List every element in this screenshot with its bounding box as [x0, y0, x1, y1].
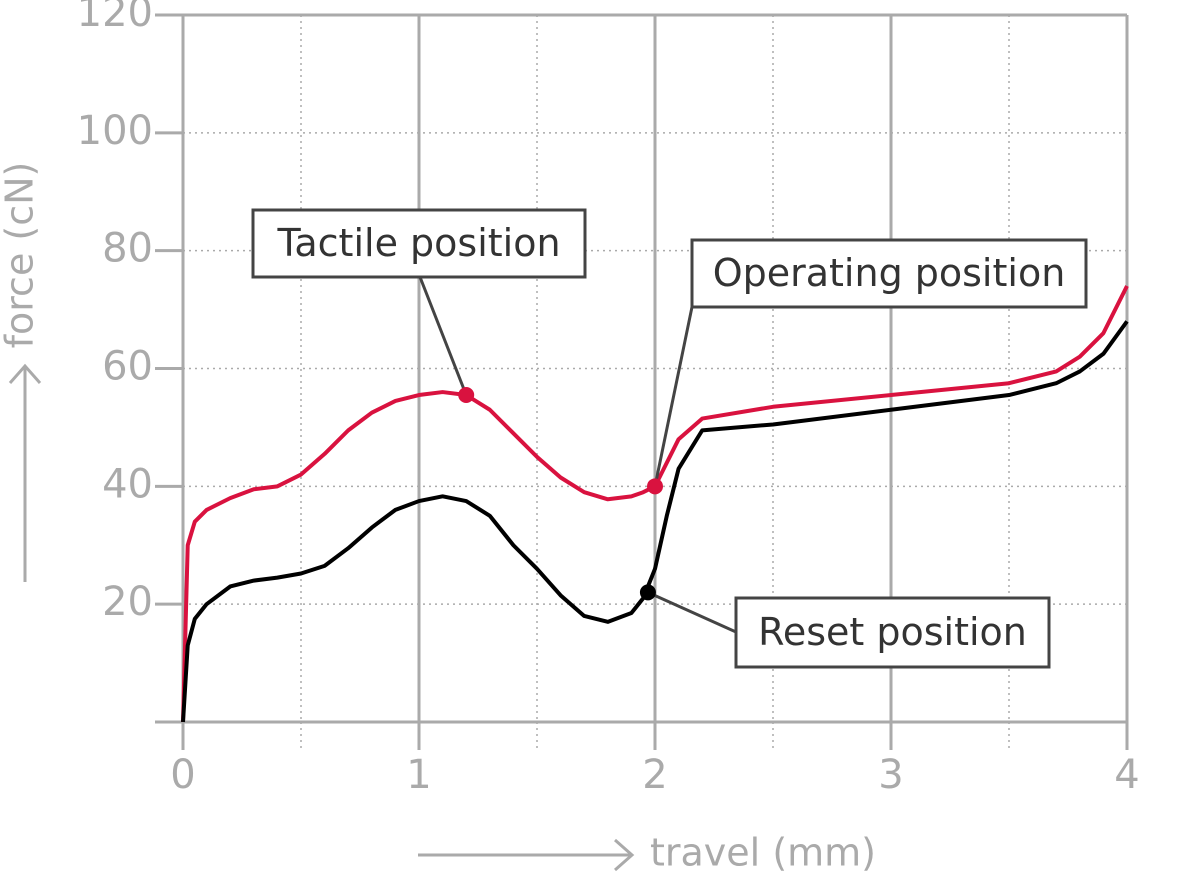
annotation-box: [734, 596, 1051, 669]
annotation-point: [458, 387, 475, 404]
y-tick-label: 120: [77, 0, 153, 36]
x-tick-label: 1: [406, 752, 431, 798]
annotation-box: [690, 238, 1088, 309]
annotation-text: Reset position: [758, 610, 1027, 654]
annotation-point: [647, 478, 663, 495]
annotation-text: Operating position: [713, 251, 1066, 295]
leader-line: [418, 276, 468, 396]
y-axis-title: force (cN): [0, 162, 42, 349]
y-tick-label: 40: [102, 461, 153, 507]
y-axis-arrow-head: [8, 363, 42, 384]
y-tick-label: 20: [102, 579, 153, 625]
y-tick-label: 100: [77, 108, 153, 154]
leader-line: [647, 591, 737, 634]
x-tick-label: 2: [642, 752, 667, 798]
annotation-box: [251, 208, 587, 279]
x-axis-title: travel (mm): [650, 831, 876, 875]
leader-line: [653, 306, 694, 487]
x-tick-label: 0: [170, 752, 195, 798]
annotation-point: [639, 584, 656, 601]
annotation-text: Tactile position: [276, 221, 560, 265]
x-tick-label: 4: [1114, 752, 1139, 798]
series-line: [181, 320, 1129, 723]
series-line: [181, 285, 1129, 723]
y-tick-label: 80: [102, 226, 153, 272]
x-axis-arrow-head: [614, 838, 635, 872]
y-tick-label: 60: [102, 344, 153, 390]
x-tick-label: 3: [878, 752, 903, 798]
